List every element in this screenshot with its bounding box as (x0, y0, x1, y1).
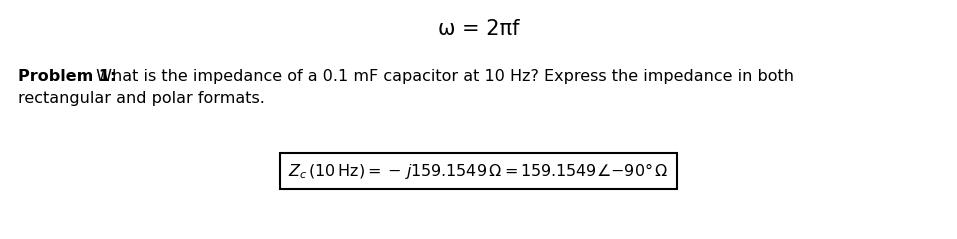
Text: $Z_c\,(10\,\mathrm{Hz}) = -\,j159.1549\,\Omega = 159.1549\angle{-90°}\,\Omega$: $Z_c\,(10\,\mathrm{Hz}) = -\,j159.1549\,… (288, 161, 669, 181)
Text: Problem 1:: Problem 1: (18, 69, 117, 84)
Text: ω = 2πf: ω = 2πf (437, 19, 520, 39)
Text: What is the impedance of a 0.1 mF capacitor at 10 Hz? Express the impedance in b: What is the impedance of a 0.1 mF capaci… (91, 69, 794, 84)
Text: rectangular and polar formats.: rectangular and polar formats. (18, 91, 265, 106)
